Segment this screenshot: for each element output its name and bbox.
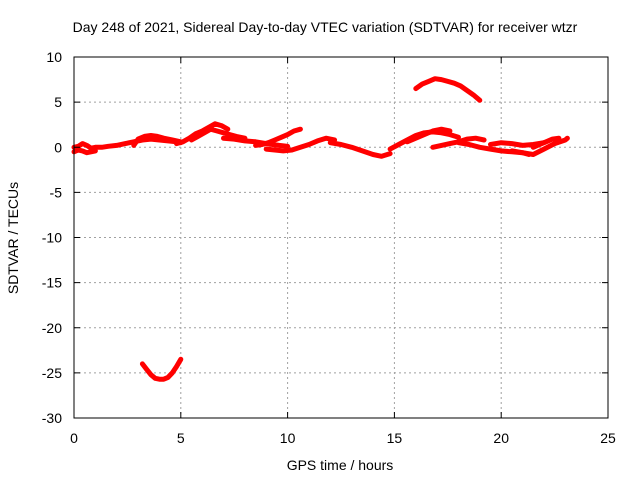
series-arc-4 [174,121,231,147]
y-tick-label: -15 [42,275,62,291]
series-arc-15 [509,135,570,157]
y-tick-label: -10 [42,230,62,246]
data-series [71,76,570,382]
y-tick-label: 0 [54,139,62,155]
y-tick-label: -20 [42,320,62,336]
series-arc-9 [327,140,393,159]
y-tick-label: -5 [50,184,63,200]
axis-ticks: 0 5 10 15 20 25 -30 -25 -20 -15 -10 -5 0 5 10 [42,49,616,446]
chart-title: Day 248 of 2021, Sidereal Day-to-day VTE… [73,19,578,35]
series-arc-7 [253,126,303,148]
series-arc-5 [189,126,248,143]
series-arc-2 [71,147,98,156]
x-axis-label: GPS time / hours [287,457,394,473]
y-tick-label: -25 [42,365,62,381]
x-tick-label: 5 [177,430,185,446]
x-tick-label: 10 [280,430,296,446]
x-tick-label: 0 [70,430,78,446]
series-arc-3 [131,133,184,148]
y-tick-label: 10 [46,49,62,65]
y-tick-label: -30 [42,410,62,426]
y-axis-label: SDTVAR / TECUs [5,182,21,294]
series-arc-17 [413,76,483,103]
grid [74,57,608,418]
series-arc-11 [404,126,453,145]
x-tick-label: 15 [387,430,403,446]
x-tick-label: 20 [493,430,509,446]
series-arc-16 [530,135,562,150]
series-arc-18 [139,356,184,382]
series-arc-8 [263,135,338,154]
y-tick-label: 5 [54,94,62,110]
x-tick-label: 25 [600,430,616,446]
